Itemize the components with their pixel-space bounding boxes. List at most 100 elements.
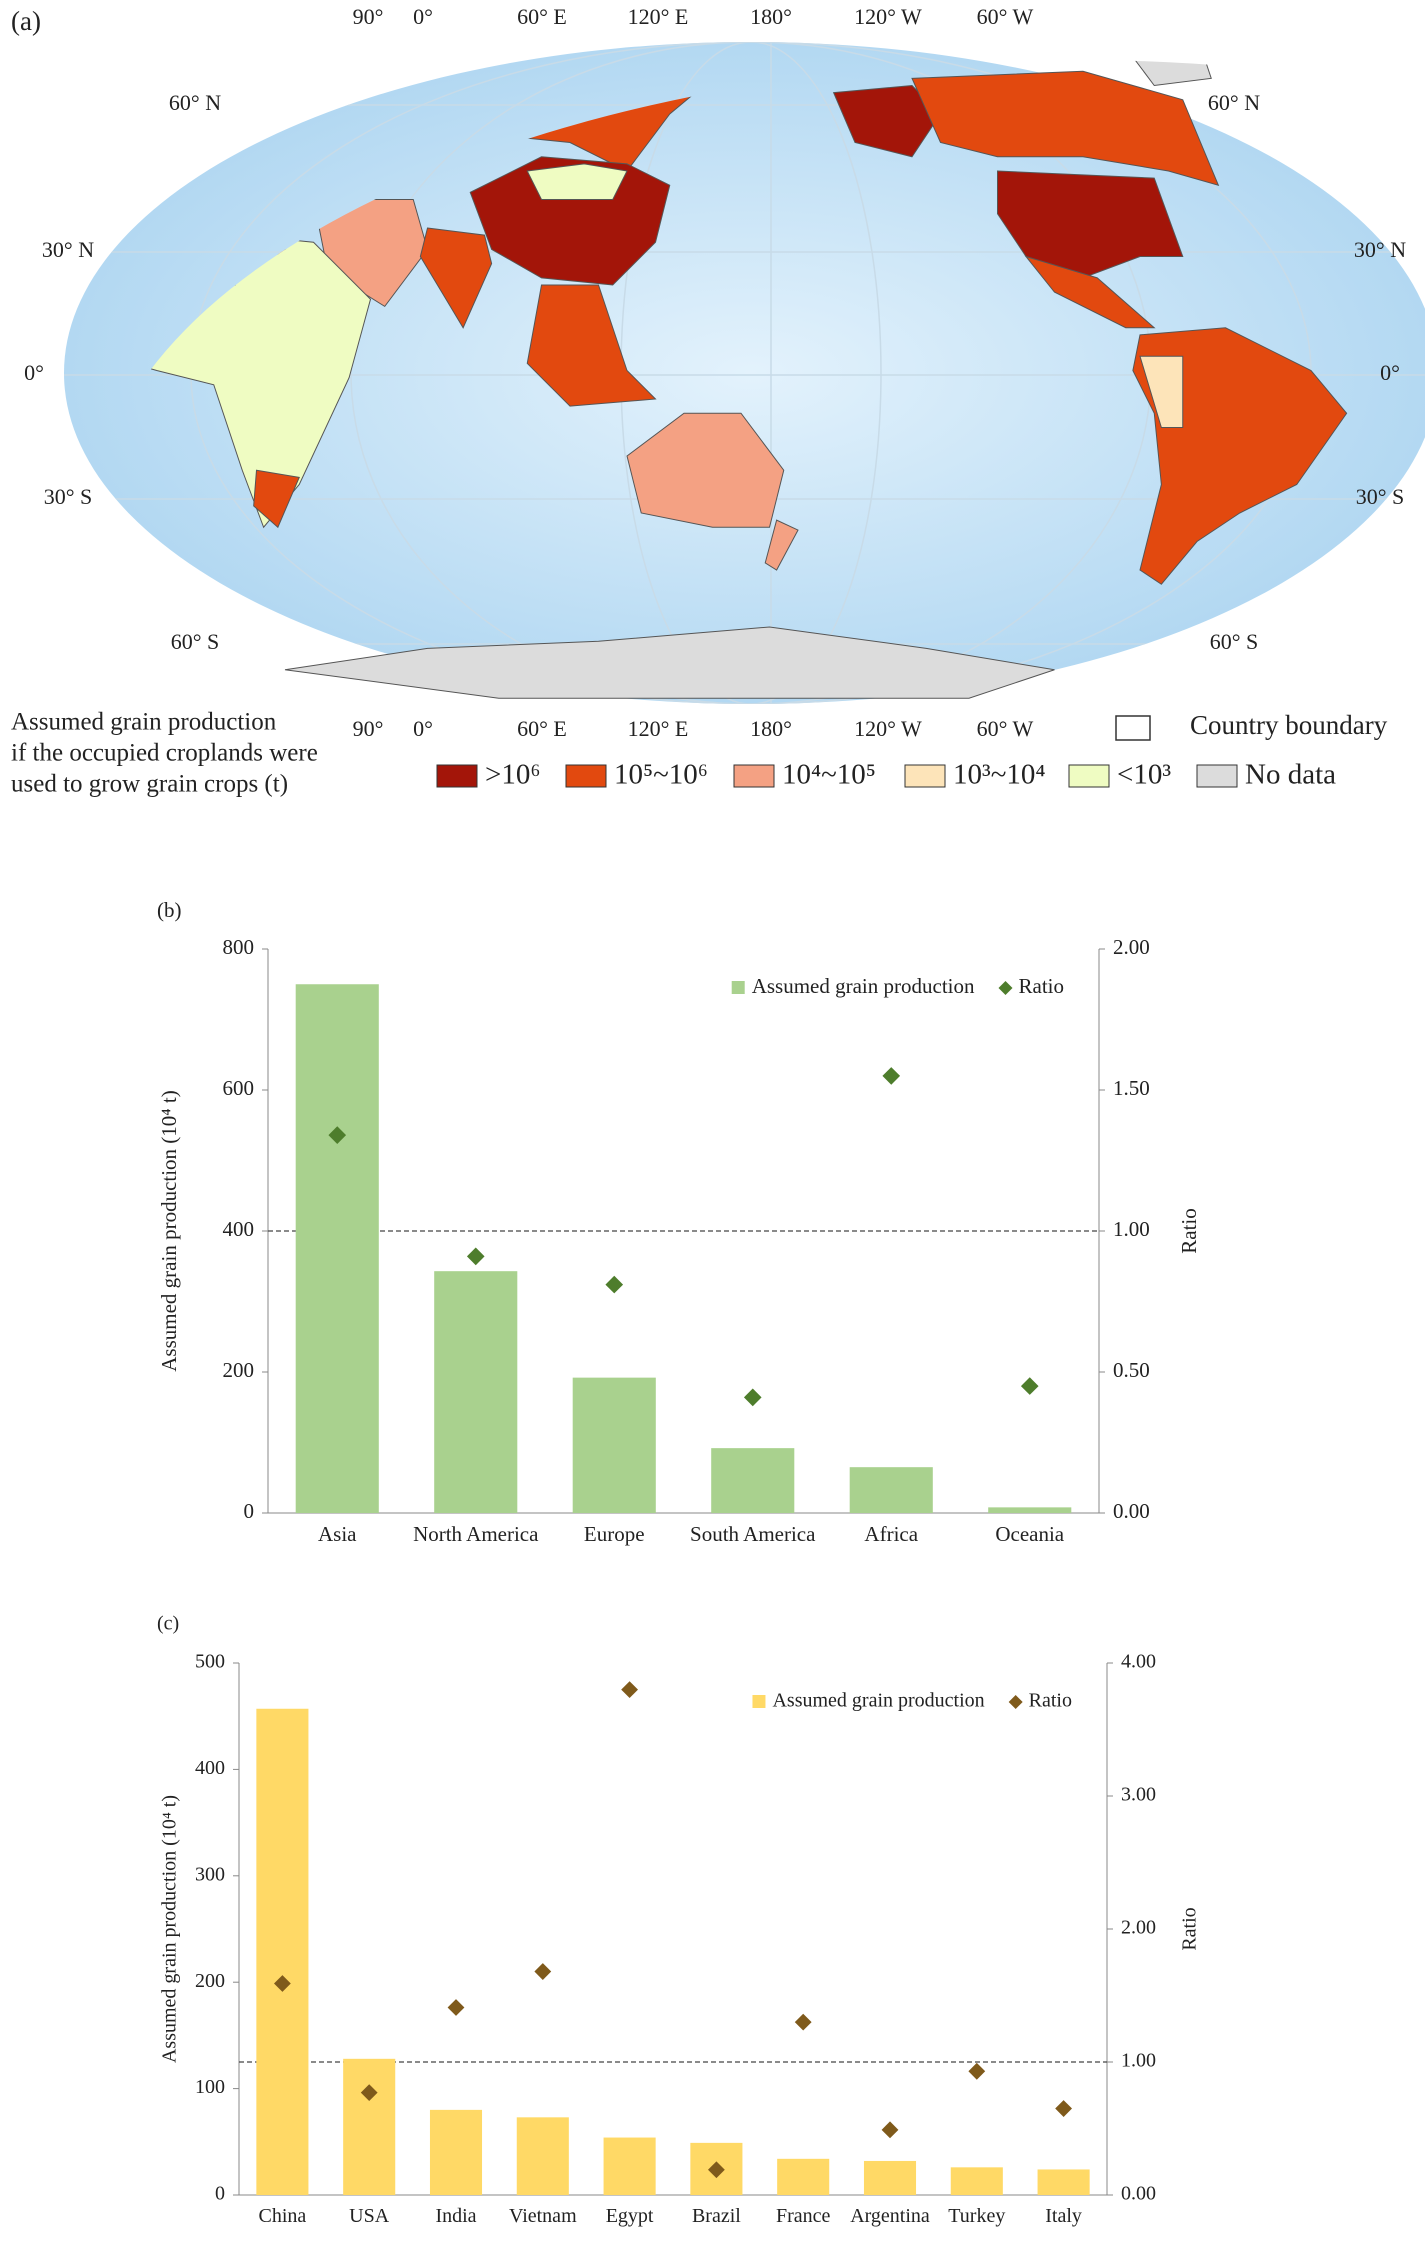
bar bbox=[849, 1467, 933, 1513]
ratio-marker bbox=[882, 1067, 901, 1085]
x-tick-label: Brazil bbox=[691, 2205, 741, 2227]
country bbox=[911, 70, 1220, 187]
latitude-label: 30° N bbox=[42, 237, 94, 262]
x-tick-label: China bbox=[258, 2205, 307, 2227]
ratio-marker bbox=[708, 2161, 725, 2179]
ratio-marker bbox=[447, 1999, 465, 2016]
y-tick-label: 600 bbox=[223, 1076, 255, 1100]
longitude-label: 180° bbox=[750, 4, 792, 29]
longitude-label: 0° bbox=[413, 4, 433, 29]
boundary-label: Country boundary bbox=[1190, 710, 1388, 740]
x-tick-label: USA bbox=[349, 2205, 390, 2227]
country bbox=[526, 163, 628, 200]
country bbox=[1110, 59, 1212, 87]
ratio-marker bbox=[360, 2084, 378, 2101]
longitude-label: 120° W bbox=[854, 716, 922, 741]
longitude-label: 60° E bbox=[517, 4, 567, 29]
country bbox=[526, 284, 657, 407]
longitude-label: 90° bbox=[353, 716, 384, 741]
y-axis-label: Assumed grain production (10⁴ t) bbox=[159, 1795, 181, 2063]
legend-marker bbox=[998, 981, 1013, 995]
y-tick-label: 800 bbox=[223, 935, 255, 959]
bar bbox=[429, 2109, 483, 2195]
x-tick-label: Turkey bbox=[948, 2205, 1006, 2227]
longitude-label: 0° bbox=[413, 716, 433, 741]
country bbox=[1139, 355, 1184, 428]
x-tick-label: Argentina bbox=[850, 2205, 930, 2227]
y-tick-label: 0 bbox=[244, 1499, 255, 1523]
latitude-label: 30° N bbox=[1354, 237, 1406, 262]
legend-swatch bbox=[436, 764, 478, 788]
y-tick-label: 100 bbox=[195, 2076, 225, 2098]
country bbox=[626, 412, 785, 528]
y2-tick-label: 0.50 bbox=[1113, 1358, 1150, 1382]
bar bbox=[950, 2167, 1003, 2195]
x-tick-label: Oceania bbox=[995, 1522, 1065, 1546]
y2-tick-label: 0.00 bbox=[1121, 2183, 1156, 2205]
y-tick-label: 500 bbox=[195, 1651, 225, 1673]
latitude-label: 60° N bbox=[169, 90, 221, 115]
y-tick-label: 400 bbox=[195, 1757, 225, 1779]
longitude-label: 120° E bbox=[628, 4, 689, 29]
y2-tick-label: 4.00 bbox=[1121, 1651, 1156, 1673]
ratio-marker bbox=[621, 1681, 638, 1698]
country bbox=[997, 170, 1184, 279]
y2-tick-label: 1.50 bbox=[1113, 1076, 1150, 1100]
legend-label: Ratio bbox=[1029, 1690, 1072, 1712]
legend-label: Ratio bbox=[1019, 974, 1065, 998]
x-tick-label: North America bbox=[413, 1522, 539, 1546]
country bbox=[1024, 255, 1156, 329]
longitude-label: 180° bbox=[750, 716, 792, 741]
legend-swatch bbox=[733, 764, 775, 788]
legend-label: >10⁶ bbox=[485, 759, 540, 791]
x-tick-label: France bbox=[775, 2205, 831, 2227]
y-tick-label: 300 bbox=[195, 1863, 225, 1885]
x-tick-label: Egypt bbox=[605, 2205, 654, 2227]
y2-tick-label: 2.00 bbox=[1113, 935, 1150, 959]
y2-tick-label: 1.00 bbox=[1113, 1217, 1150, 1241]
legend-marker bbox=[752, 1695, 766, 1708]
ratio-marker bbox=[1055, 2100, 1072, 2117]
legend-swatch bbox=[904, 764, 946, 788]
legend-title: Assumed grain production bbox=[11, 709, 277, 736]
bar bbox=[988, 1507, 1072, 1513]
country bbox=[469, 156, 671, 286]
bar bbox=[516, 2117, 569, 2195]
longitude-label: 60° E bbox=[517, 716, 567, 741]
ratio-marker bbox=[534, 1963, 552, 1980]
ratio-marker bbox=[605, 1275, 624, 1294]
x-tick-label: Europe bbox=[583, 1522, 645, 1546]
ratio-marker bbox=[1020, 1377, 1039, 1395]
legend-swatch bbox=[565, 764, 607, 788]
latitude-label: 30° S bbox=[44, 484, 93, 509]
x-tick-label: Asia bbox=[318, 1522, 357, 1546]
bar bbox=[295, 984, 379, 1513]
ratio-marker bbox=[466, 1247, 485, 1266]
country bbox=[253, 469, 300, 529]
country bbox=[284, 626, 1055, 699]
bar bbox=[1037, 2169, 1090, 2195]
legend-title: used to grow grain crops (t) bbox=[11, 771, 288, 798]
latitude-label: 0° bbox=[1380, 360, 1400, 385]
ratio-marker bbox=[274, 1975, 291, 1992]
ratio-marker bbox=[743, 1388, 762, 1407]
legend-label: <10³ bbox=[1117, 759, 1171, 791]
y2-axis-label: Ratio bbox=[1179, 1907, 1201, 1950]
legend-swatch bbox=[1196, 764, 1238, 788]
legend-label: No data bbox=[1245, 759, 1336, 791]
bar bbox=[863, 2160, 917, 2195]
y-tick-label: 0 bbox=[215, 2183, 225, 2205]
legend-swatch bbox=[1068, 764, 1110, 788]
ratio-marker bbox=[881, 2121, 899, 2139]
longitude-label: 60° W bbox=[977, 716, 1034, 741]
country bbox=[1132, 327, 1348, 585]
latitude-label: 60° N bbox=[1208, 90, 1260, 115]
longitude-label: 90° bbox=[353, 4, 384, 29]
x-tick-label: India bbox=[435, 2205, 477, 2227]
y-axis-label: Assumed grain production (10⁴ t) bbox=[157, 1090, 181, 1371]
legend-marker bbox=[1008, 1695, 1023, 1709]
country bbox=[764, 519, 799, 571]
legend-label: 10³~10⁴ bbox=[953, 759, 1046, 791]
ratio-marker bbox=[968, 2062, 986, 2080]
